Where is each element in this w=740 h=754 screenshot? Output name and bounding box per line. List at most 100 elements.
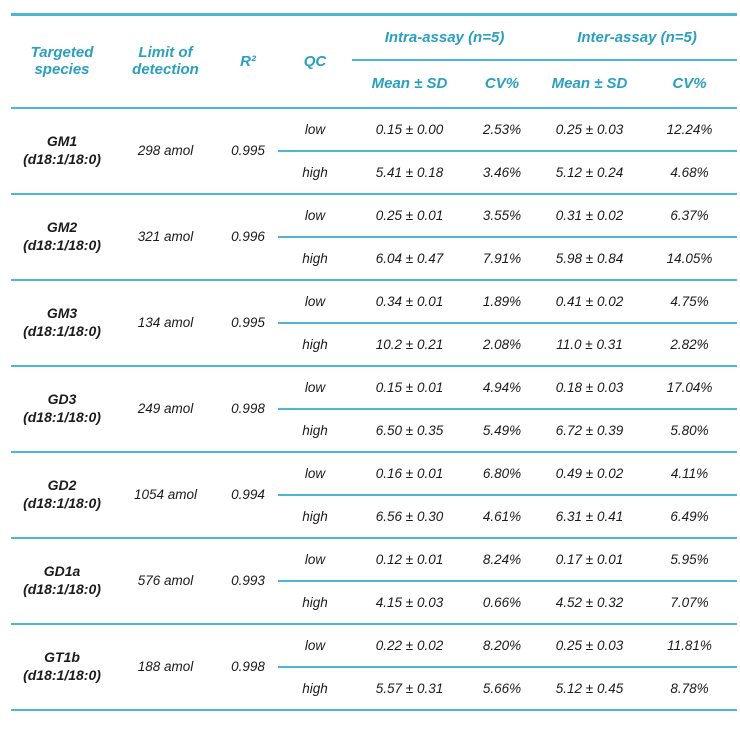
inter-mean-sd-cell: 11.0 ± 0.31: [537, 322, 643, 367]
r2-cell: 0.993: [218, 537, 278, 625]
table-row: GM1 (d18:1/18:0) 298 amol 0.995 low 0.15 ± 0.…: [11, 107, 738, 195]
lod-cell: 188 amol: [113, 623, 218, 711]
inter-cv-cell: 6.49%: [642, 494, 738, 539]
species-subscript: (d18:1/18:0): [23, 494, 101, 511]
r2-cell: 0.994: [218, 451, 278, 539]
inter-mean-sd-cell: 0.18 ± 0.03: [537, 365, 643, 410]
table-row: high 6.56 ± 0.30 4.61% 6.31 ± 0.41 6.49%: [11, 494, 738, 539]
inter-cv-cell: 8.78%: [642, 666, 738, 711]
r2-cell: 0.998: [218, 365, 278, 453]
table-row: high 5.41 ± 0.18 3.46% 5.12 ± 0.24 4.68%: [11, 150, 738, 195]
species-cell: GD1a (d18:1/18:0): [11, 537, 113, 625]
table-row: GD3 (d18:1/18:0) 249 amol 0.998 low 0.15 ± 0.…: [11, 365, 738, 453]
r2-cell: 0.998: [218, 623, 278, 711]
intra-mean-sd-cell: 6.04 ± 0.47: [352, 236, 467, 281]
inter-mean-sd-cell: 5.12 ± 0.24: [537, 150, 643, 195]
qc-level-cell: high: [278, 580, 352, 625]
species-name: GD1a: [43, 563, 81, 579]
header-intra-cv: CV%: [467, 59, 538, 109]
table-row: high 10.2 ± 0.21 2.08% 11.0 ± 0.31 2.82%: [11, 322, 738, 367]
species-name: GM1: [46, 133, 78, 149]
intra-cv-cell: 7.91%: [467, 236, 538, 281]
lod-cell: 576 amol: [113, 537, 218, 625]
table-row: high 6.04 ± 0.47 7.91% 5.98 ± 0.84 14.05%: [11, 236, 738, 281]
inter-mean-sd-cell: 0.31 ± 0.02: [537, 193, 643, 238]
intra-cv-cell: 3.55%: [467, 193, 538, 238]
inter-cv-cell: 11.81%: [642, 623, 738, 668]
species-name: GM3: [46, 305, 78, 321]
qc-level-cell: high: [278, 150, 352, 195]
species-name: GT1b: [44, 649, 80, 665]
qc-level-cell: low: [278, 451, 352, 496]
lod-cell: 298 amol: [113, 107, 218, 195]
table-row: high 6.50 ± 0.35 5.49% 6.72 ± 0.39 5.80%: [11, 408, 738, 453]
qc-level-cell: low: [278, 107, 352, 152]
header-inter-cv: CV%: [642, 59, 738, 109]
table-row: GT1b (d18:1/18:0) 188 amol 0.998 low 0.22 ± 0…: [11, 623, 738, 711]
qc-level-cell: low: [278, 537, 352, 582]
inter-cv-cell: 14.05%: [642, 236, 738, 281]
inter-cv-cell: 17.04%: [642, 365, 738, 410]
species-name: GD2: [47, 477, 77, 493]
table-body: GM1 (d18:1/18:0) 298 amol 0.995 low 0.15 ± 0.…: [11, 107, 738, 711]
intra-mean-sd-cell: 5.57 ± 0.31: [352, 666, 467, 711]
r2-cell: 0.996: [218, 193, 278, 281]
inter-mean-sd-cell: 4.52 ± 0.32: [537, 580, 643, 625]
species-subscript: (d18:1/18:0): [23, 236, 101, 253]
inter-mean-sd-cell: 0.49 ± 0.02: [537, 451, 643, 496]
intra-cv-cell: 5.66%: [467, 666, 538, 711]
intra-mean-sd-cell: 4.15 ± 0.03: [352, 580, 467, 625]
intra-mean-sd-cell: 6.56 ± 0.30: [352, 494, 467, 539]
species-cell: GT1b (d18:1/18:0): [11, 623, 113, 711]
inter-cv-cell: 4.11%: [642, 451, 738, 496]
intra-cv-cell: 2.53%: [467, 107, 538, 152]
lod-cell: 249 amol: [113, 365, 218, 453]
table-row: GM3 (d18:1/18:0) 134 amol 0.995 low 0.34 ± 0.…: [11, 279, 738, 367]
header-row-sub: Mean ± SD CV% Mean ± SD CV%: [11, 59, 738, 109]
species-cell: GM2 (d18:1/18:0): [11, 193, 113, 281]
intra-mean-sd-cell: 0.22 ± 0.02: [352, 623, 467, 668]
species-cell: GM3 (d18:1/18:0): [11, 279, 113, 367]
species-cell: GM1 (d18:1/18:0): [11, 107, 113, 195]
table-header: Targeted species Limit of detection R² Q…: [11, 14, 738, 109]
lod-cell: 321 amol: [113, 193, 218, 281]
species-subscript: (d18:1/18:0): [23, 408, 101, 425]
inter-cv-cell: 4.75%: [642, 279, 738, 324]
lod-cell: 134 amol: [113, 279, 218, 367]
table-row: high 5.57 ± 0.31 5.66% 5.12 ± 0.45 8.78%: [11, 666, 738, 711]
qc-level-cell: high: [278, 236, 352, 281]
species-subscript: (d18:1/18:0): [23, 666, 101, 683]
qc-level-cell: high: [278, 322, 352, 367]
intra-mean-sd-cell: 0.12 ± 0.01: [352, 537, 467, 582]
qc-level-cell: high: [278, 494, 352, 539]
table-row: GD2 (d18:1/18:0) 1054 amol 0.994 low 0.16 ± 0…: [11, 451, 738, 539]
intra-mean-sd-cell: 5.41 ± 0.18: [352, 150, 467, 195]
inter-mean-sd-cell: 0.41 ± 0.02: [537, 279, 643, 324]
inter-cv-cell: 5.95%: [642, 537, 738, 582]
inter-mean-sd-cell: 6.31 ± 0.41: [537, 494, 643, 539]
intra-mean-sd-cell: 0.15 ± 0.01: [352, 365, 467, 410]
intra-cv-cell: 2.08%: [467, 322, 538, 367]
header-row-groups: Targeted species Limit of detection R² Q…: [11, 14, 738, 109]
header-limit-of-detection: Limit of detection: [113, 14, 218, 109]
species-cell: GD2 (d18:1/18:0): [11, 451, 113, 539]
intra-cv-cell: 6.80%: [467, 451, 538, 496]
header-targeted-species: Targeted species: [11, 14, 113, 109]
qc-level-cell: high: [278, 408, 352, 453]
intra-cv-cell: 3.46%: [467, 150, 538, 195]
r2-cell: 0.995: [218, 279, 278, 367]
table-row: high 4.15 ± 0.03 0.66% 4.52 ± 0.32 7.07%: [11, 580, 738, 625]
inter-mean-sd-cell: 0.25 ± 0.03: [537, 107, 643, 152]
intra-mean-sd-cell: 0.15 ± 0.00: [352, 107, 467, 152]
inter-cv-cell: 2.82%: [642, 322, 738, 367]
species-name: GD3: [47, 391, 77, 407]
header-r-squared: R²: [218, 14, 278, 109]
header-qc: QC: [278, 14, 352, 109]
intra-mean-sd-cell: 0.25 ± 0.01: [352, 193, 467, 238]
intra-mean-sd-cell: 6.50 ± 0.35: [352, 408, 467, 453]
inter-mean-sd-cell: 0.25 ± 0.03: [537, 623, 643, 668]
table-row: GM2 (d18:1/18:0) 321 amol 0.996 low 0.25 ± 0.…: [11, 193, 738, 281]
inter-cv-cell: 12.24%: [642, 107, 738, 152]
inter-mean-sd-cell: 0.17 ± 0.01: [537, 537, 643, 582]
